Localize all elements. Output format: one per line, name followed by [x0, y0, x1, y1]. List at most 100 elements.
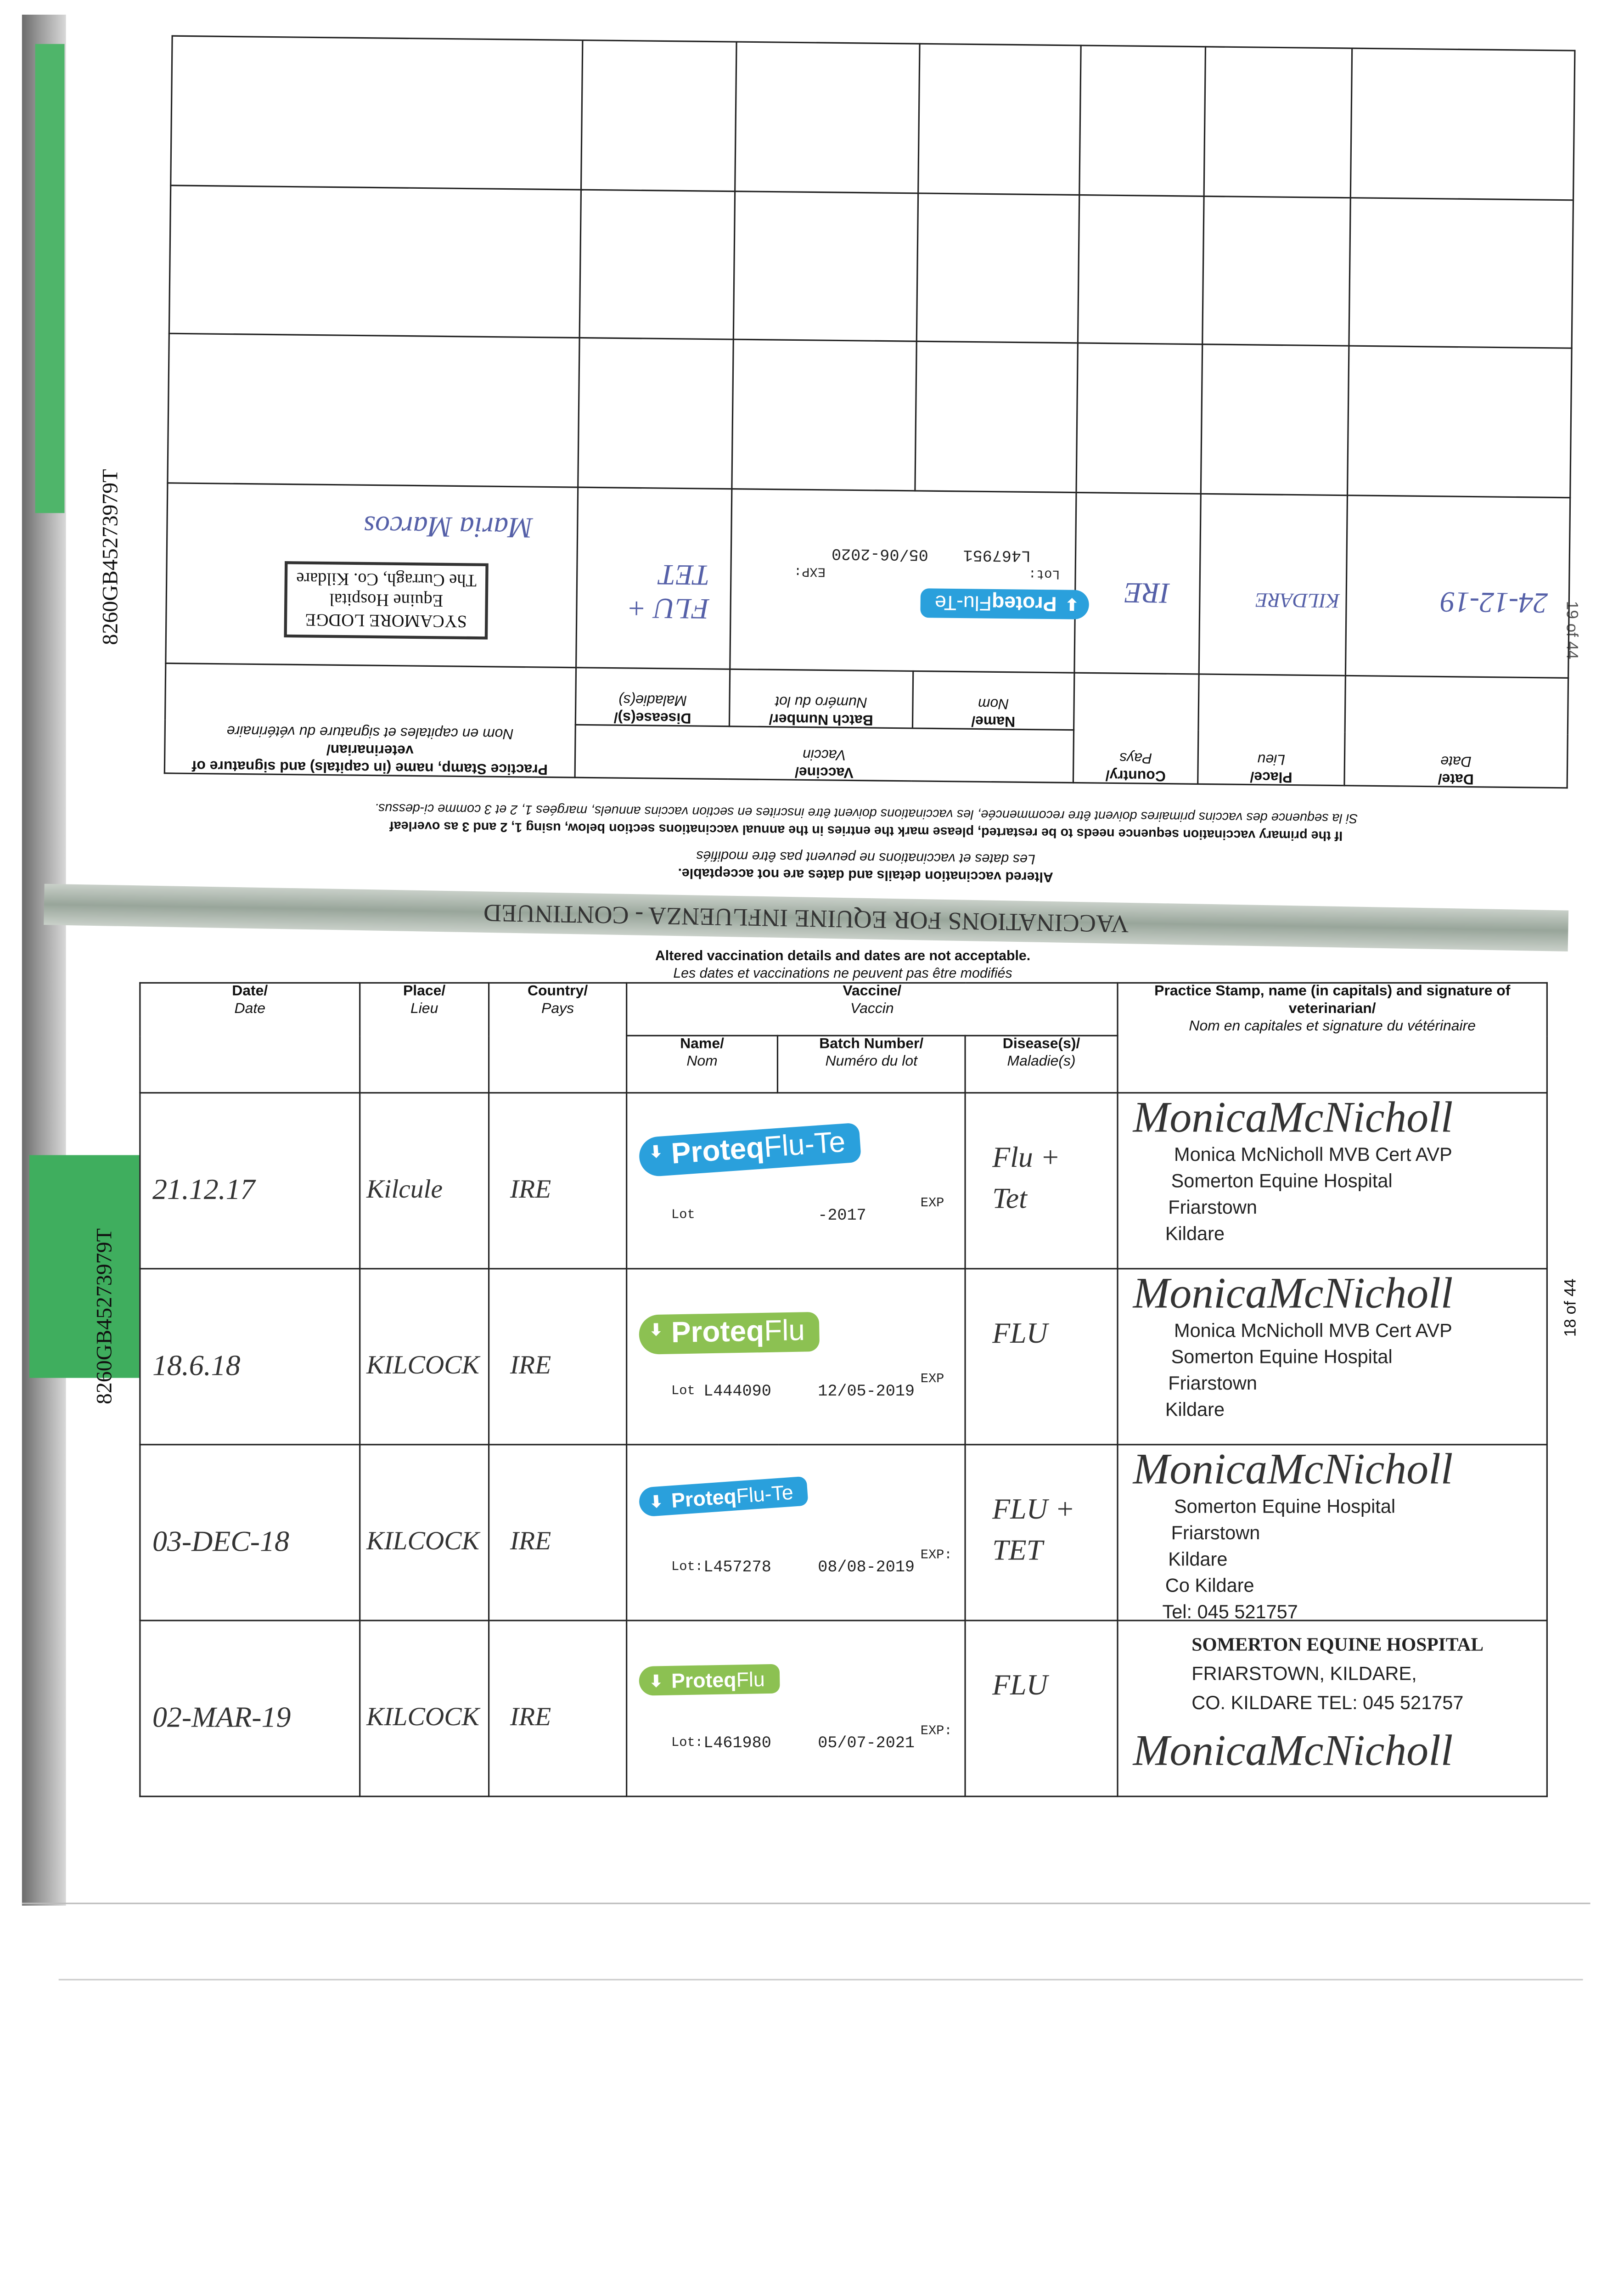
place-value: KILCOCK	[366, 1526, 479, 1555]
vet-signature: MonicaMcNicholl	[1133, 1093, 1453, 1142]
stamp-line: Co Kildare	[1165, 1574, 1254, 1597]
batch-number: L444090	[703, 1384, 771, 1401]
table-row: 02-MAR-19 KILCOCK IRE ⬇ ProteqFlu Lot: L461…	[139, 1620, 1548, 1797]
country-value: IRE	[510, 1526, 551, 1555]
table-row: 24-12-19 KILDARE IRE ⬇ ProteqFlu-Te Lot: …	[165, 483, 1570, 678]
date-value: 21.12.17	[152, 1174, 255, 1207]
header-practice: Practice Stamp, name (in capitals) and s…	[164, 663, 576, 778]
header-disease: Disease(s)/Maladie(s)	[575, 667, 730, 726]
batch-number: L457278	[703, 1559, 771, 1577]
vet-signature: MonicaMcNicholl	[1133, 1727, 1453, 1775]
vet-signature: Maria Marcos	[363, 509, 533, 544]
header-batch: Batch Number/Numéro du lot	[776, 1035, 966, 1094]
header-name: Name/Nom	[912, 671, 1074, 730]
lot-label: Lot	[671, 1208, 695, 1223]
page-number: 18 of 44	[1562, 1278, 1580, 1337]
page-edge-line	[22, 1902, 1590, 1904]
country-value: IRE	[510, 1702, 551, 1731]
date-value: 24-12-19	[1440, 585, 1548, 619]
exp-label: EXP:	[793, 563, 826, 579]
disease-value: Flu + Tet	[992, 1142, 1060, 1216]
expiry-date: 08/08-2019	[818, 1559, 915, 1577]
expiry-date: -2017	[818, 1208, 866, 1226]
exp-label: EXP:	[920, 1548, 952, 1563]
disease-value: FLU + TET	[992, 1493, 1075, 1567]
disease-value: FLU + TET	[626, 557, 710, 625]
binder-code-bottom: 8260GB45273979T	[94, 1228, 118, 1405]
vaccination-table: Date/Date Place/Lieu Country/Pays Vaccin…	[139, 982, 1548, 1797]
stamp-line: Kildare	[1165, 1222, 1225, 1245]
stamp-line: SOMERTON EQUINE HOSPITAL	[1191, 1633, 1484, 1655]
vet-signature: MonicaMcNicholl	[1133, 1445, 1453, 1494]
section-title-band: VACCINATIONS FOR EQUINE INFLUENZA - CONT…	[44, 884, 1569, 951]
stamp-line: Somerton Equine Hospital	[1171, 1170, 1393, 1192]
upper-page-rotated: Date/Date Place/Lieu Country/Pays Vaccin…	[164, 35, 1576, 887]
header-name: Name/Nom	[626, 1035, 779, 1094]
lot-label: Lot:	[671, 1559, 703, 1575]
header-vaccine: Vaccine/Vaccin	[575, 725, 1074, 783]
vet-signature: MonicaMcNicholl	[1133, 1269, 1453, 1318]
green-tab-bottom	[29, 1155, 140, 1378]
expiry-date: 05/07-2021	[818, 1735, 915, 1753]
table-row: 21.12.17 Kilcule IRE ⬇ ProteqFlu-Te Lot -20…	[139, 1092, 1548, 1270]
header-disease: Disease(s)/Maladie(s)	[964, 1035, 1118, 1094]
header-practice: Practice Stamp, name (in capitals) and s…	[1117, 982, 1548, 1094]
vaccine-label-sticker: ⬇ ProteqFlu-Te	[638, 1476, 809, 1517]
header-country: Country/Pays	[1073, 673, 1199, 784]
green-tab-top	[35, 44, 65, 513]
lot-label: Lot	[671, 1384, 695, 1399]
table-row: 03-DEC-18 KILCOCK IRE ⬇ ProteqFlu-Te Lot: L…	[139, 1444, 1548, 1623]
header-date: Date/Date	[139, 982, 361, 1094]
altered-note-en: Altered vaccination details and dates ar…	[655, 948, 1031, 965]
arrow-down-icon: ⬇	[1065, 594, 1079, 612]
table-row: 18.6.18 KILCOCK IRE ⬇ ProteqFlu Lot L444090…	[139, 1268, 1548, 1446]
altered-note-fr: Les dates et vaccinations ne peuvent pas…	[673, 966, 1012, 982]
stamp-line: Friarstown	[1171, 1521, 1260, 1544]
date-value: 03-DEC-18	[152, 1526, 289, 1559]
vaccine-label-sticker: ⬇ ProteqFlu	[639, 1664, 780, 1696]
lot-label: Lot:	[671, 1735, 703, 1750]
place-value: KILCOCK	[366, 1702, 479, 1731]
stamp-line: Tel: 045 521757	[1162, 1600, 1298, 1623]
header-vaccine: Vaccine/Vaccin	[626, 982, 1118, 1036]
section-title: VACCINATIONS FOR EQUINE INFLUENZA - CONT…	[483, 899, 1129, 938]
arrow-down-icon: ⬇	[648, 1143, 663, 1162]
vaccine-label-sticker: ⬇ ProteqFlu	[639, 1311, 820, 1355]
place-value: KILDARE	[1255, 587, 1340, 611]
vaccine-label-sticker: ⬇ ProteqFlu-Te	[920, 588, 1090, 619]
stamp-line: CO. KILDARE TEL: 045 521757	[1191, 1691, 1464, 1714]
exp-label: EXP	[920, 1196, 944, 1211]
arrow-down-icon: ⬇	[649, 1673, 663, 1691]
stamp-line: Kildare	[1168, 1548, 1228, 1570]
header-batch: Batch Number/Numéro du lot	[729, 669, 913, 728]
stamp-line: FRIARSTOWN, KILDARE,	[1191, 1662, 1417, 1684]
stamp-line: Somerton Equine Hospital	[1171, 1345, 1393, 1368]
country-value: IRE	[1124, 575, 1170, 609]
date-value: 02-MAR-19	[152, 1702, 291, 1734]
stamp-line: Monica McNicholl MVB Cert AVP	[1174, 1143, 1452, 1165]
stamp-line: Kildare	[1165, 1398, 1225, 1421]
stamp-line: Monica McNicholl MVB Cert AVP	[1174, 1319, 1452, 1341]
header-place: Place/Lieu	[359, 982, 490, 1094]
country-value: IRE	[510, 1174, 551, 1204]
arrow-down-icon: ⬇	[649, 1322, 663, 1340]
upper-vaccination-table: Date/Date Place/Lieu Country/Pays Vaccin…	[164, 35, 1576, 789]
batch-number: L461980	[703, 1735, 771, 1753]
header-date: Date/Date	[1344, 675, 1568, 788]
arrow-down-icon: ⬇	[649, 1493, 664, 1512]
place-value: Kilcule	[366, 1174, 443, 1204]
stamp-line: Somerton Equine Hospital	[1174, 1495, 1396, 1517]
country-value: IRE	[510, 1350, 551, 1379]
page-edge-line-2	[58, 1979, 1583, 1981]
stamp-line: Friarstown	[1168, 1196, 1257, 1218]
practice-stamp: SYCAMORE LODGE Equine Hospital The Curragh…	[284, 561, 489, 640]
exp-label: EXP	[920, 1372, 944, 1387]
disease-value: FLU	[992, 1317, 1048, 1351]
date-value: 18.6.18	[152, 1350, 241, 1383]
vaccine-label-sticker: ⬇ ProteqFlu-Te	[638, 1122, 861, 1178]
expiry-date: 12/05-2019	[818, 1384, 915, 1401]
exp-label: EXP:	[920, 1724, 952, 1739]
binder-code-top: 8260GB45273979T	[100, 469, 124, 645]
stamp-line: Friarstown	[1168, 1372, 1257, 1394]
